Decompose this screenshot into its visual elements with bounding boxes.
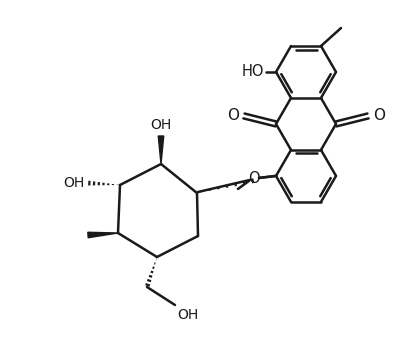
Text: O: O <box>248 172 260 187</box>
Text: OH: OH <box>177 308 198 322</box>
Text: HO: HO <box>242 64 264 79</box>
Text: OH: OH <box>63 176 84 190</box>
Text: OH: OH <box>150 118 172 132</box>
Text: O: O <box>373 109 385 124</box>
Text: O: O <box>227 109 239 124</box>
Polygon shape <box>88 232 118 238</box>
Polygon shape <box>158 136 164 164</box>
